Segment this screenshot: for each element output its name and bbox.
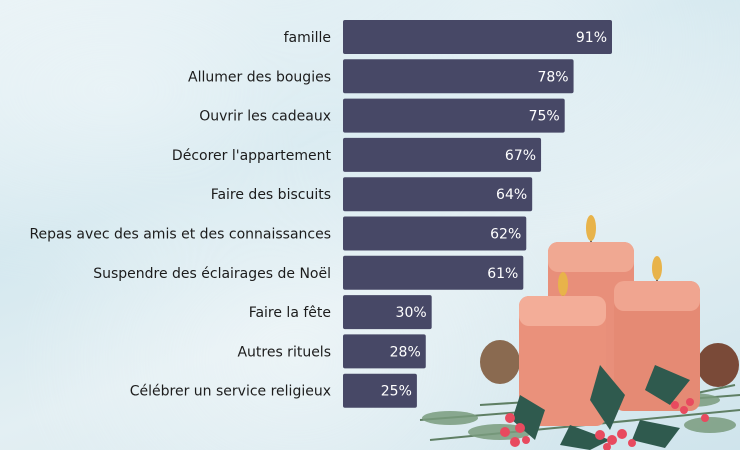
bar [343,137,542,172]
bar [343,20,612,54]
bar [343,177,533,212]
bar [343,98,565,133]
pine-cone-icon [697,343,739,387]
bars-group: famille 91% Allumer des bougies 78% Ouvrir l… [29,20,612,408]
holly-berries-icon [500,398,709,450]
value-label: 64% [496,187,527,203]
bar [343,59,574,94]
value-label: 30% [396,305,427,321]
category-label: Allumer des bougies [188,69,331,85]
value-label: 61% [487,266,518,282]
candles-illustration-icon [419,215,740,450]
category-label: Célébrer un service religieux [130,384,331,400]
holly-leaves-icon [512,365,690,450]
flame-icon [652,256,662,280]
category-label: Ouvrir les cadeaux [199,109,331,125]
value-label: 28% [390,344,421,360]
pine-cone-icon [480,340,520,384]
bar [343,334,426,369]
value-label: 91% [576,30,607,46]
category-label: Décorer l'appartement [172,148,332,164]
category-label: Autres rituels [237,344,331,360]
category-label: Repas avec des amis et des connaissances [29,227,331,243]
flame-icon [558,272,568,296]
value-label: 67% [505,148,536,164]
flame-icon [586,215,596,241]
candle-icon [519,296,606,426]
category-label: Faire des biscuits [211,187,331,203]
bar [343,295,432,330]
bar [343,373,417,408]
category-label: famille [284,30,331,46]
category-label: Suspendre des éclairages de Noël [93,266,331,282]
value-label: 75% [529,109,560,125]
value-label: 78% [537,69,568,85]
bar [343,255,524,290]
category-label: Faire la fête [249,305,331,321]
value-label: 25% [381,384,412,400]
bar [343,216,527,251]
value-label: 62% [490,227,521,243]
